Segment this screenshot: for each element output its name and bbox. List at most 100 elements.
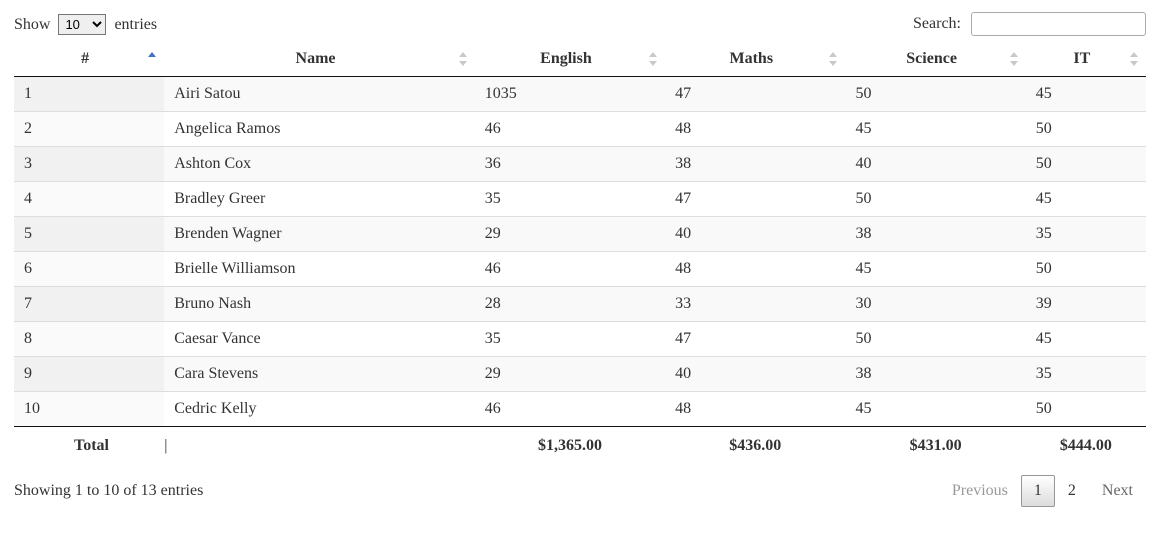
cell-english: 29 bbox=[475, 357, 665, 392]
page-next[interactable]: Next bbox=[1089, 475, 1146, 507]
cell-it: 35 bbox=[1026, 217, 1146, 252]
search-label: Search: bbox=[913, 15, 961, 32]
cell-name: Ashton Cox bbox=[164, 147, 475, 182]
column-header-science[interactable]: Science bbox=[845, 42, 1025, 77]
table-row: 1Airi Satou1035475045 bbox=[14, 77, 1146, 112]
cell-it: 50 bbox=[1026, 147, 1146, 182]
table-row: 10Cedric Kelly46484550 bbox=[14, 392, 1146, 427]
cell-english: 35 bbox=[475, 182, 665, 217]
cell-maths: 47 bbox=[665, 77, 845, 112]
cell-name: Brenden Wagner bbox=[164, 217, 475, 252]
cell-idx: 7 bbox=[14, 287, 164, 322]
table-row: 6Brielle Williamson46484550 bbox=[14, 252, 1146, 287]
cell-name: Bruno Nash bbox=[164, 287, 475, 322]
footer-science: $431.00 bbox=[845, 427, 1025, 466]
cell-idx: 9 bbox=[14, 357, 164, 392]
page-previous: Previous bbox=[939, 475, 1021, 507]
table-controls-bottom: Showing 1 to 10 of 13 entries Previous12… bbox=[14, 475, 1146, 507]
table-row: 9Cara Stevens29403835 bbox=[14, 357, 1146, 392]
sort-icon bbox=[649, 52, 659, 66]
search-input[interactable] bbox=[971, 12, 1146, 36]
column-label: Maths bbox=[730, 50, 774, 67]
cell-science: 38 bbox=[845, 217, 1025, 252]
cell-it: 50 bbox=[1026, 392, 1146, 427]
cell-maths: 38 bbox=[665, 147, 845, 182]
cell-maths: 48 bbox=[665, 392, 845, 427]
search-label-wrap: Search: bbox=[913, 15, 1146, 32]
page-2[interactable]: 2 bbox=[1055, 475, 1089, 507]
column-header-name[interactable]: Name bbox=[164, 42, 475, 77]
column-label: English bbox=[540, 50, 592, 67]
sort-icon bbox=[148, 52, 158, 66]
cell-science: 50 bbox=[845, 182, 1025, 217]
cell-science: 38 bbox=[845, 357, 1025, 392]
cell-maths: 47 bbox=[665, 182, 845, 217]
cell-idx: 2 bbox=[14, 112, 164, 147]
cell-idx: 3 bbox=[14, 147, 164, 182]
data-table: # Name English Maths Science IT 1Airi Satou10… bbox=[14, 42, 1146, 465]
footer-total-label: Total bbox=[14, 427, 164, 466]
cell-it: 45 bbox=[1026, 182, 1146, 217]
length-select[interactable]: 102550100 bbox=[58, 14, 106, 35]
cell-it: 45 bbox=[1026, 322, 1146, 357]
cell-english: 35 bbox=[475, 322, 665, 357]
length-suffix: entries bbox=[114, 16, 157, 33]
footer-maths: $436.00 bbox=[665, 427, 845, 466]
cell-science: 45 bbox=[845, 112, 1025, 147]
cell-maths: 48 bbox=[665, 252, 845, 287]
search-control: Search: bbox=[913, 12, 1146, 36]
sort-icon bbox=[459, 52, 469, 66]
footer-english: $1,365.00 bbox=[475, 427, 665, 466]
cell-english: 46 bbox=[475, 392, 665, 427]
table-row: 8Caesar Vance35475045 bbox=[14, 322, 1146, 357]
cell-maths: 40 bbox=[665, 217, 845, 252]
column-header-it[interactable]: IT bbox=[1026, 42, 1146, 77]
table-row: 5Brenden Wagner29403835 bbox=[14, 217, 1146, 252]
cell-science: 30 bbox=[845, 287, 1025, 322]
cell-it: 50 bbox=[1026, 112, 1146, 147]
cell-it: 50 bbox=[1026, 252, 1146, 287]
column-label: # bbox=[81, 50, 89, 67]
cell-maths: 40 bbox=[665, 357, 845, 392]
column-header-maths[interactable]: Maths bbox=[665, 42, 845, 77]
cell-english: 29 bbox=[475, 217, 665, 252]
cell-science: 40 bbox=[845, 147, 1025, 182]
table-controls-top: Show 102550100 entries Search: bbox=[14, 12, 1146, 36]
pagination: Previous12Next bbox=[939, 475, 1146, 507]
cell-it: 39 bbox=[1026, 287, 1146, 322]
cell-idx: 5 bbox=[14, 217, 164, 252]
cell-english: 28 bbox=[475, 287, 665, 322]
cell-science: 50 bbox=[845, 322, 1025, 357]
cell-science: 45 bbox=[845, 252, 1025, 287]
length-control: Show 102550100 entries bbox=[14, 14, 157, 35]
column-header-english[interactable]: English bbox=[475, 42, 665, 77]
cell-english: 36 bbox=[475, 147, 665, 182]
table-head: # Name English Maths Science IT bbox=[14, 42, 1146, 77]
cell-idx: 8 bbox=[14, 322, 164, 357]
header-row: # Name English Maths Science IT bbox=[14, 42, 1146, 77]
cell-maths: 33 bbox=[665, 287, 845, 322]
cell-it: 35 bbox=[1026, 357, 1146, 392]
sort-icon bbox=[1010, 52, 1020, 66]
cell-name: Cara Stevens bbox=[164, 357, 475, 392]
column-header-idx[interactable]: # bbox=[14, 42, 164, 77]
column-label: Science bbox=[906, 50, 957, 67]
sort-icon bbox=[829, 52, 839, 66]
cell-name: Brielle Williamson bbox=[164, 252, 475, 287]
length-prefix: Show bbox=[14, 16, 50, 33]
column-label: IT bbox=[1073, 50, 1090, 67]
footer-sep: | bbox=[164, 427, 475, 466]
table-row: 7Bruno Nash28333039 bbox=[14, 287, 1146, 322]
cell-science: 50 bbox=[845, 77, 1025, 112]
table-body: 1Airi Satou10354750452Angelica Ramos4648… bbox=[14, 77, 1146, 427]
cell-science: 45 bbox=[845, 392, 1025, 427]
page-1[interactable]: 1 bbox=[1021, 475, 1055, 507]
cell-name: Cedric Kelly bbox=[164, 392, 475, 427]
cell-name: Caesar Vance bbox=[164, 322, 475, 357]
cell-idx: 4 bbox=[14, 182, 164, 217]
table-row: 3Ashton Cox36384050 bbox=[14, 147, 1146, 182]
cell-name: Airi Satou bbox=[164, 77, 475, 112]
sort-icon bbox=[1130, 52, 1140, 66]
cell-english: 46 bbox=[475, 252, 665, 287]
cell-english: 46 bbox=[475, 112, 665, 147]
